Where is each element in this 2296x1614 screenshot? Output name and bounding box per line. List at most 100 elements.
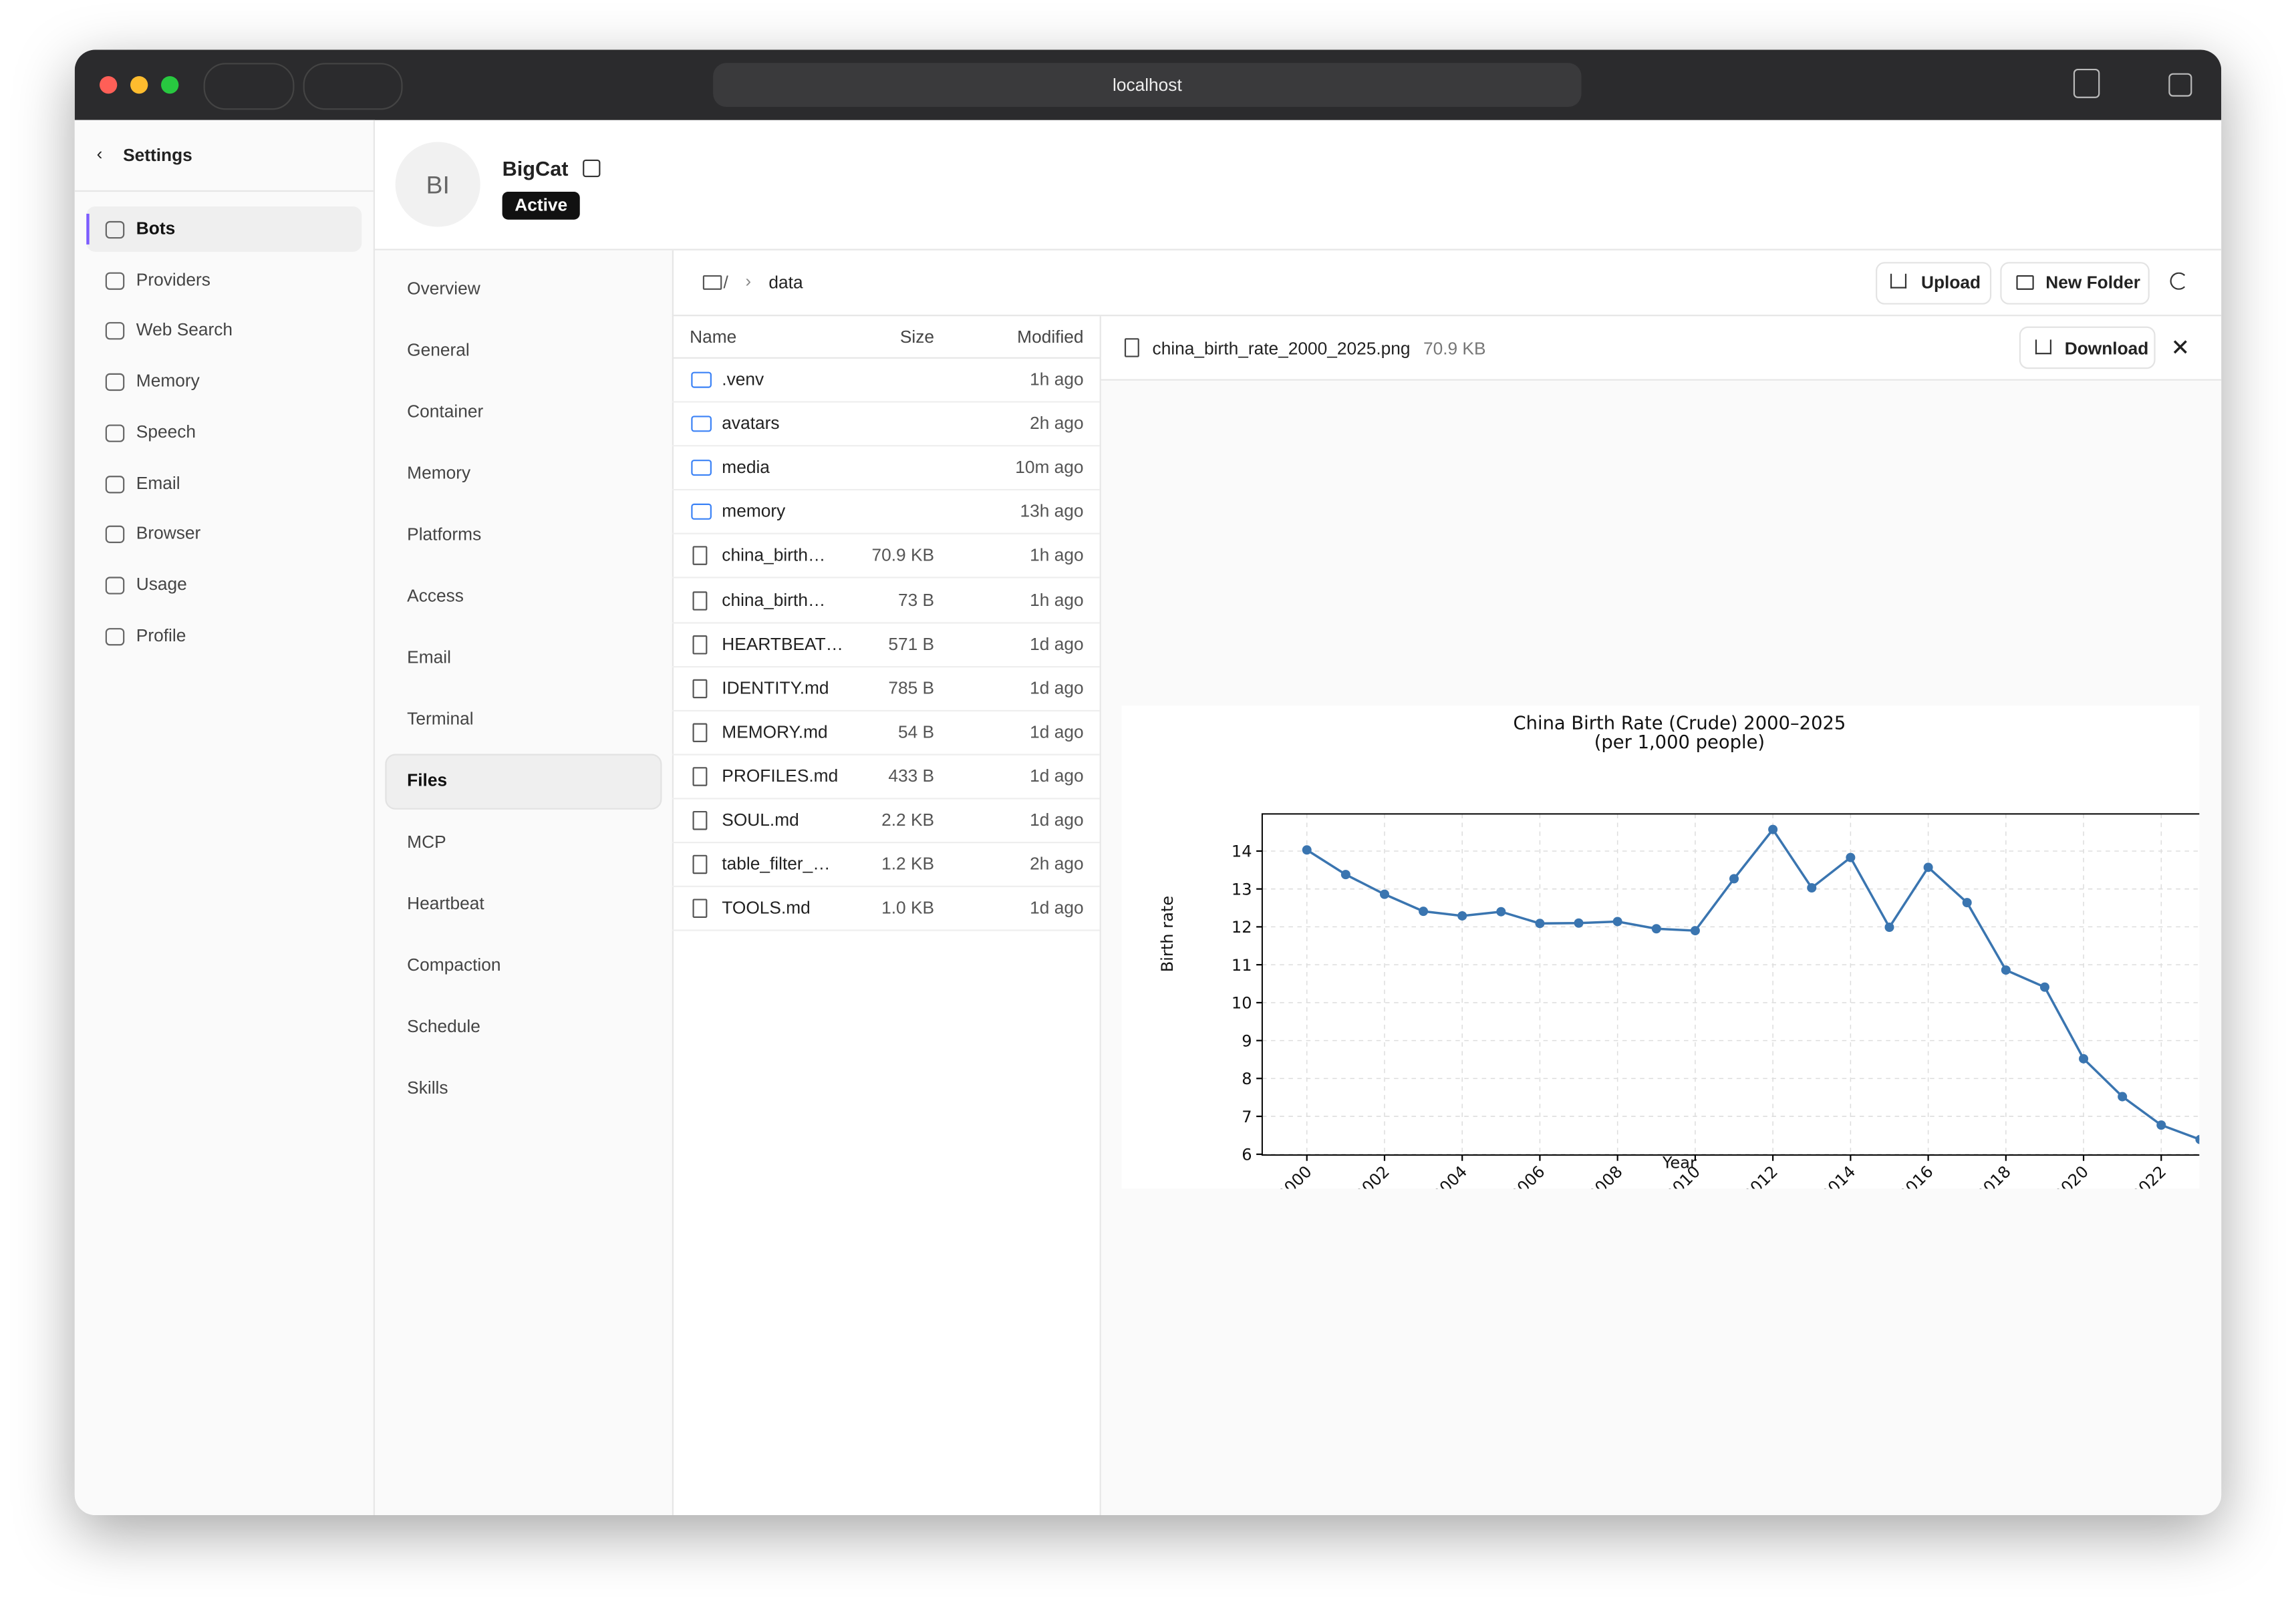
data-line <box>1306 827 2200 1141</box>
address-bar[interactable] <box>713 63 1582 107</box>
file-icon <box>692 591 708 610</box>
file-icon <box>692 810 708 830</box>
chart-title: China Birth Rate (Crude) 2000–2025 <box>1514 713 1846 734</box>
file-name[interactable]: IDENTITY.md <box>722 677 829 698</box>
file-size: 1.2 KB <box>881 853 935 874</box>
file-name[interactable]: memory <box>722 501 786 522</box>
x-tick-label: 2014 <box>1817 1162 1859 1189</box>
sidebar-item[interactable]: Bots <box>136 218 176 239</box>
tab[interactable]: Container <box>407 401 484 422</box>
sidebar-active-bg <box>86 206 362 252</box>
tab-active-bg <box>385 754 662 810</box>
sidebar-item[interactable]: Web Search <box>136 319 233 341</box>
file-name[interactable]: PROFILES.md <box>722 765 839 786</box>
header-divider <box>672 357 1100 359</box>
sidebar-item[interactable]: Email <box>136 472 180 493</box>
data-point <box>1302 845 1312 855</box>
x-tick-label: 2008 <box>1584 1162 1626 1189</box>
tab[interactable]: Access <box>407 585 464 607</box>
avatar <box>395 142 480 227</box>
sidebar-item[interactable]: Browser <box>136 522 201 544</box>
nav-buttons[interactable] <box>303 63 403 110</box>
url: localhost <box>1112 74 1182 96</box>
folder-icon <box>691 416 712 432</box>
file-name[interactable]: HEARTBEAT… <box>722 633 843 654</box>
sidebar-item[interactable]: Memory <box>136 370 200 391</box>
file-name[interactable]: MEMORY.md <box>722 721 828 742</box>
tabs-button[interactable] <box>2168 73 2192 97</box>
tab[interactable]: Platforms <box>407 524 482 545</box>
data-point <box>2001 965 2011 975</box>
tab[interactable]: Overview <box>407 278 480 299</box>
file-name[interactable]: china_birth… <box>722 545 826 566</box>
refresh-button[interactable] <box>2170 272 2188 290</box>
tab[interactable]: General <box>407 339 470 361</box>
file-icon <box>692 899 708 919</box>
file-name[interactable]: media <box>722 457 770 478</box>
file-icon <box>692 546 708 566</box>
file-size: 73 B <box>897 589 935 610</box>
data-point <box>1768 824 1778 834</box>
row-divider <box>672 798 1100 800</box>
close-light[interactable] <box>100 75 118 94</box>
breadcrumb-root[interactable]: / <box>723 272 728 293</box>
tab[interactable]: Terminal <box>407 708 474 730</box>
y-tick-label: 8 <box>1242 1070 1252 1088</box>
toolbar-divider <box>672 315 2222 317</box>
data-point <box>1923 862 1933 872</box>
data-point <box>1884 922 1894 932</box>
data-point <box>1612 917 1622 927</box>
upload-button[interactable] <box>1876 262 1992 305</box>
row-divider <box>672 489 1100 491</box>
sidebar-toggle[interactable] <box>203 63 295 110</box>
edit-icon[interactable] <box>583 159 601 178</box>
file-name[interactable]: SOUL.md <box>722 809 799 830</box>
tab[interactable]: MCP <box>407 831 446 852</box>
back-link[interactable]: Settings <box>123 144 192 166</box>
file-name[interactable]: TOOLS.md <box>722 897 811 919</box>
file-name[interactable]: .venv <box>722 369 764 389</box>
row-divider <box>672 754 1100 756</box>
new-folder-label: New Folder <box>2045 272 2140 293</box>
minimize-light[interactable] <box>130 75 148 94</box>
data-point <box>1846 852 1856 862</box>
new-folder-button[interactable] <box>2000 262 2150 305</box>
sidebar-item[interactable]: Profile <box>136 624 186 645</box>
x-tick-label: 2006 <box>1506 1162 1548 1189</box>
row-divider <box>672 621 1100 623</box>
row-divider <box>672 577 1100 579</box>
sidebar-item[interactable]: Speech <box>136 421 196 442</box>
tab[interactable]: Skills <box>407 1077 448 1098</box>
root-folder-icon[interactable] <box>702 275 722 290</box>
x-tick-label: 2016 <box>1894 1162 1936 1189</box>
x-tick-label: 2004 <box>1429 1162 1471 1189</box>
file-modified: 1d ago <box>1030 633 1084 654</box>
column-header: Name <box>690 326 737 347</box>
tab[interactable]: Schedule <box>407 1015 480 1037</box>
file-name[interactable]: table_filter_… <box>722 853 831 874</box>
close-preview[interactable] <box>2172 338 2189 355</box>
x-tick-label: 2002 <box>1351 1162 1393 1189</box>
tab[interactable]: Heartbeat <box>407 893 484 914</box>
download-button[interactable] <box>2019 326 2156 369</box>
data-point <box>1340 870 1350 880</box>
tab[interactable]: Memory <box>407 462 471 484</box>
share-button[interactable] <box>2073 68 2100 98</box>
sidebar-item[interactable]: Usage <box>136 573 187 595</box>
row-divider <box>672 885 1100 888</box>
tab[interactable]: Files <box>407 770 448 791</box>
tab[interactable]: Compaction <box>407 954 501 975</box>
file-name[interactable]: avatars <box>722 413 780 434</box>
tab[interactable]: Email <box>407 647 451 668</box>
column-header: Modified <box>1017 326 1084 347</box>
file-modified: 1d ago <box>1030 721 1084 742</box>
zoom-light[interactable] <box>161 75 179 94</box>
file-name[interactable]: china_birth… <box>722 589 826 610</box>
sidebar-item[interactable]: Providers <box>136 269 210 290</box>
sidebar-divider <box>74 190 374 192</box>
row-divider <box>672 841 1100 844</box>
data-point <box>1379 889 1389 899</box>
y-axis-label: Birth rate <box>1158 896 1177 972</box>
